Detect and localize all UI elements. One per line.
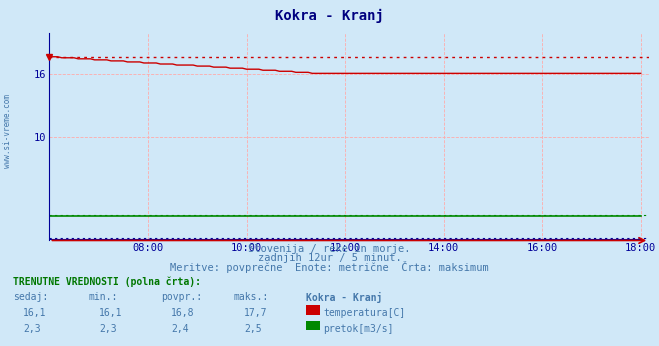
Text: TRENUTNE VREDNOSTI (polna črta):: TRENUTNE VREDNOSTI (polna črta): bbox=[13, 277, 201, 287]
Text: temperatura[C]: temperatura[C] bbox=[324, 308, 406, 318]
Text: Meritve: povprečne  Enote: metrične  Črta: maksimum: Meritve: povprečne Enote: metrične Črta:… bbox=[170, 261, 489, 273]
Text: 2,5: 2,5 bbox=[244, 324, 262, 334]
Text: min.:: min.: bbox=[89, 292, 119, 302]
Text: 17,7: 17,7 bbox=[244, 308, 268, 318]
Text: pretok[m3/s]: pretok[m3/s] bbox=[324, 324, 394, 334]
Text: Slovenija / reke in morje.: Slovenija / reke in morje. bbox=[248, 244, 411, 254]
Text: Kokra - Kranj: Kokra - Kranj bbox=[306, 292, 383, 303]
Text: 2,4: 2,4 bbox=[171, 324, 189, 334]
Text: sedaj:: sedaj: bbox=[13, 292, 48, 302]
Text: 16,1: 16,1 bbox=[23, 308, 47, 318]
Text: maks.:: maks.: bbox=[234, 292, 269, 302]
Text: 16,8: 16,8 bbox=[171, 308, 195, 318]
Text: Kokra - Kranj: Kokra - Kranj bbox=[275, 9, 384, 23]
Text: 2,3: 2,3 bbox=[99, 324, 117, 334]
Text: 16,1: 16,1 bbox=[99, 308, 123, 318]
Text: 2,3: 2,3 bbox=[23, 324, 41, 334]
Text: zadnjih 12ur / 5 minut.: zadnjih 12ur / 5 minut. bbox=[258, 253, 401, 263]
Text: www.si-vreme.com: www.si-vreme.com bbox=[3, 94, 13, 169]
Text: povpr.:: povpr.: bbox=[161, 292, 202, 302]
